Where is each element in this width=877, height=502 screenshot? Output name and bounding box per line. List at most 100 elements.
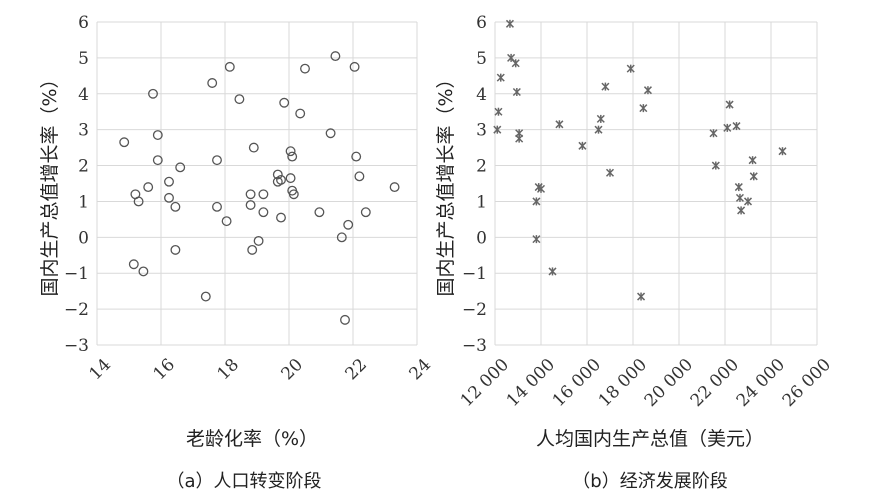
scatter-point-star <box>493 125 502 134</box>
y-axis-label-b: 国内生产总值增长率（%） <box>435 69 457 296</box>
y-ticks-b: −3 −2 −1 0 1 2 3 4 5 6 <box>462 13 487 356</box>
y-tick-label: −1 <box>64 264 89 284</box>
y-tick-label: 4 <box>476 85 487 105</box>
x-axis-label-b: 人均国内生产总值（美元） <box>536 428 764 450</box>
caption-a: （a）人口转变阶段 <box>166 471 321 492</box>
points-a <box>119 51 400 325</box>
y-tick-label: 4 <box>78 85 89 105</box>
scatter-point-circle <box>276 174 286 185</box>
x-tick-label: 24 <box>406 355 435 384</box>
scatter-point-circle <box>207 78 218 88</box>
scatter-point-star <box>578 141 587 150</box>
scatter-point-star <box>515 134 524 143</box>
x-tick-label: 26 000 <box>779 355 835 411</box>
y-tick-label: −3 <box>462 336 487 356</box>
chart-population-transition: −3 −2 −1 0 1 2 3 4 5 6 14 16 18 20 22 24 老龄化率（%） 国内生产总… <box>39 13 435 492</box>
scatter-point-star <box>511 59 520 68</box>
points-b <box>493 19 787 301</box>
x-tick-label: 14 000 <box>503 355 559 411</box>
scatter-point-circle <box>143 182 154 193</box>
y-tick-label: 1 <box>78 192 89 212</box>
scatter-point-circle <box>285 146 296 157</box>
scatter-point-circle <box>295 108 306 119</box>
x-tick-label: 22 000 <box>687 355 743 411</box>
scatter-point-star <box>749 172 758 181</box>
x-tick-label: 16 000 <box>549 355 605 411</box>
scatter-point-circle <box>360 207 371 218</box>
scatter-point-star <box>555 120 564 129</box>
scatter-point-circle <box>354 171 365 182</box>
scatter-point-circle <box>247 244 258 255</box>
y-axis-label-a: 国内生产总值增长率（%） <box>39 69 61 296</box>
y-tick-label: 5 <box>78 49 89 69</box>
x-tick-label: 14 <box>86 355 115 384</box>
scatter-point-circle <box>349 61 360 72</box>
scatter-point-star <box>743 197 753 206</box>
scatter-point-star <box>737 206 746 215</box>
scatter-point-star <box>496 73 505 82</box>
scatter-point-circle <box>148 88 158 99</box>
scatter-point-star <box>711 161 720 170</box>
scatter-point-circle <box>276 212 286 223</box>
y-tick-label: 5 <box>476 49 487 69</box>
x-axis-label-a: 老龄化率（%） <box>186 428 318 450</box>
scatter-point-circle <box>343 219 354 230</box>
scatter-point-circle <box>138 266 149 277</box>
y-tick-label: −2 <box>462 300 487 320</box>
y-ticks-a: −3 −2 −1 0 1 2 3 4 5 6 <box>64 13 89 356</box>
scatter-point-circle <box>340 314 350 325</box>
scatter-point-star <box>532 197 541 206</box>
scatter-point-star <box>709 129 718 138</box>
scatter-point-circle <box>253 235 264 246</box>
y-tick-label: 0 <box>78 228 89 248</box>
scatter-point-star <box>723 123 732 132</box>
x-tick-label: 12 000 <box>457 355 513 411</box>
scatter-point-circle <box>164 192 174 203</box>
scatter-point-circle <box>248 142 259 153</box>
scatter-point-circle <box>212 155 222 166</box>
scatter-point-circle <box>330 51 341 62</box>
scatter-point-star <box>639 104 648 113</box>
scatter-point-circle <box>287 151 298 162</box>
x-tick-label: 18 000 <box>595 355 651 411</box>
scatter-point-star <box>532 235 541 244</box>
scatter-point-circle <box>164 176 174 187</box>
scatter-point-star <box>643 86 652 95</box>
scatter-point-circle <box>224 61 235 72</box>
scatter-point-circle <box>288 189 299 200</box>
y-tick-label: 6 <box>476 13 487 33</box>
y-tick-label: 1 <box>476 192 487 212</box>
scatter-point-star <box>734 183 743 192</box>
scatter-point-circle <box>325 128 336 139</box>
scatter-point-star <box>594 125 603 134</box>
scatter-point-star <box>536 184 546 193</box>
scatter-point-circle <box>245 200 256 210</box>
scatter-point-star <box>735 193 744 202</box>
scatter-point-star <box>725 100 734 109</box>
y-tick-label: 2 <box>476 157 487 177</box>
scatter-point-star <box>778 147 787 156</box>
y-tick-label: 2 <box>78 157 89 177</box>
scatter-point-circle <box>212 201 222 212</box>
x-ticks-a: 14 16 18 20 22 24 <box>86 355 435 384</box>
scatter-point-circle <box>351 151 362 162</box>
scatter-point-circle <box>389 182 400 193</box>
scatter-point-circle <box>285 173 296 184</box>
scatter-point-star <box>748 156 757 165</box>
scatter-point-circle <box>258 189 269 200</box>
x-tick-label: 22 <box>342 355 371 384</box>
scatter-point-circle <box>170 201 181 212</box>
x-tick-label: 16 <box>150 355 179 384</box>
x-tick-label: 24 000 <box>733 355 789 411</box>
scatter-point-star <box>637 292 646 301</box>
scatter-point-circle <box>336 232 347 243</box>
x-tick-label: 18 <box>214 355 243 384</box>
scatter-point-circle <box>152 130 163 141</box>
x-tick-label: 20 <box>278 355 307 384</box>
scatter-point-circle <box>300 63 310 74</box>
y-tick-label: −1 <box>462 264 487 284</box>
scatter-point-star <box>512 87 521 97</box>
